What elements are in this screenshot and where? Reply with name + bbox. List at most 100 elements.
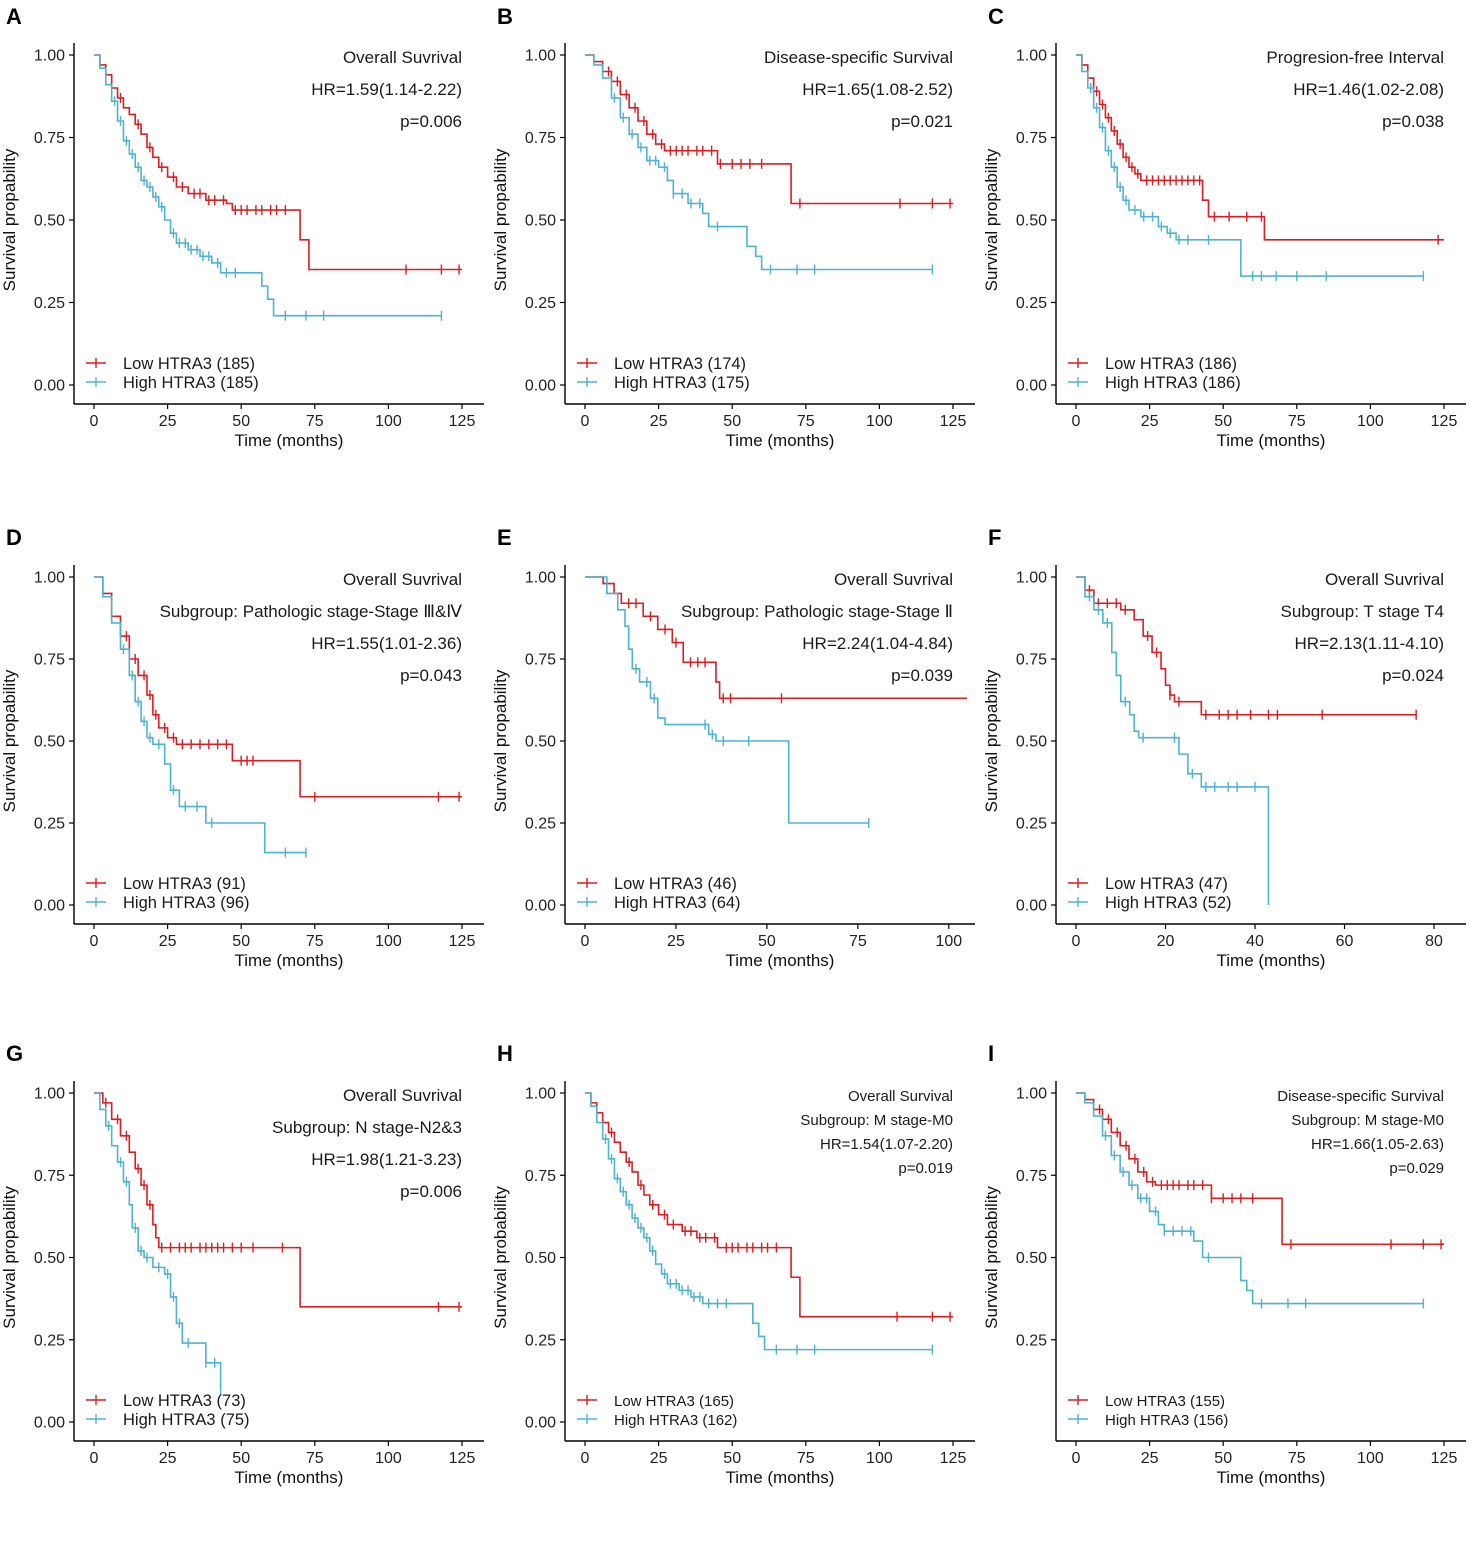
y-tick-label: 0.00 [1016, 898, 1047, 915]
y-axis-title: Survival probability [491, 1186, 510, 1329]
annotation-title: Overall Suvrival [343, 570, 462, 589]
y-tick-label: 0.75 [525, 1168, 556, 1185]
kaplan-meier-figure: A 0.00 0.25 0.50 0.75 1.00 0 25 50 75 100 125 Time (… [0, 0, 1473, 1487]
x-tick-label: 75 [797, 1450, 815, 1467]
annotation-line: p=0.006 [400, 112, 462, 131]
annotation-title: Overall Suvrival [1325, 570, 1444, 589]
x-tick-label: 75 [306, 413, 324, 430]
y-tick-label: 0.25 [1016, 816, 1047, 833]
x-tick-label: 50 [232, 413, 250, 430]
panel-label: I [988, 1041, 994, 1066]
x-axis-title: Time (months) [1217, 1468, 1326, 1487]
annotation-title: Overall Suvrival [343, 1086, 462, 1105]
annotation-line: HR=1.59(1.14-2.22) [311, 80, 462, 99]
annotation-line: p=0.043 [400, 666, 462, 685]
high-htra3-curve [1076, 576, 1270, 905]
legend-label: Low HTRA3 (185) [123, 355, 255, 373]
annotation-line: HR=1.46(1.02-2.08) [1293, 80, 1444, 99]
y-tick-label: 1.00 [34, 1086, 65, 1103]
annotation-title: Overall Survival [848, 1088, 953, 1105]
km-panel-c: C 0.00 0.25 0.50 0.75 1.00 0 25 50 75 100 125 Time (… [982, 0, 1473, 510]
y-tick-label: 0.50 [34, 734, 65, 751]
annotation-line: p=0.006 [400, 1182, 462, 1201]
x-tick-label: 50 [1214, 1450, 1232, 1467]
x-tick-label: 25 [1141, 1450, 1159, 1467]
x-tick-label: 125 [449, 933, 476, 950]
y-axis-title: Survival propability [982, 669, 1001, 812]
legend-label: High HTRA3 (162) [614, 1412, 737, 1429]
x-tick-label: 20 [1157, 933, 1175, 950]
x-tick-label: 25 [159, 933, 177, 950]
annotation-line: Subgroup: T stage T4 [1280, 602, 1444, 621]
x-axis-title: Time (months) [726, 431, 835, 450]
y-tick-label: 0.50 [1016, 1250, 1047, 1267]
x-tick-label: 75 [306, 933, 324, 950]
x-tick-label: 0 [1072, 933, 1081, 950]
annotation-line: p=0.024 [1382, 666, 1444, 685]
y-tick-label: 0.25 [34, 295, 65, 312]
y-tick-label: 0.50 [34, 213, 65, 230]
legend-label: Low HTRA3 (91) [123, 875, 246, 893]
x-tick-label: 0 [581, 1450, 590, 1467]
legend-label: High HTRA3 (96) [123, 894, 250, 912]
y-tick-label: 0.00 [34, 378, 65, 395]
high-htra3-curve [94, 576, 306, 854]
annotation-line: p=0.019 [898, 1160, 953, 1177]
x-tick-label: 0 [90, 933, 99, 950]
km-panel-a: A 0.00 0.25 0.50 0.75 1.00 0 25 50 75 100 125 Time (… [0, 0, 491, 510]
y-tick-label: 0.25 [1016, 1332, 1047, 1349]
legend-label: Low HTRA3 (165) [614, 1393, 734, 1410]
low-htra3-curve [585, 576, 967, 700]
y-tick-label: 0.75 [1016, 652, 1047, 669]
annotation-line: p=0.038 [1382, 112, 1444, 131]
panel-label: B [497, 4, 513, 29]
km-plot-svg: G 0.00 0.25 0.50 0.75 1.00 0 25 50 75 100 125 Time (… [0, 1041, 484, 1487]
x-tick-label: 125 [449, 1450, 476, 1467]
annotation-line: HR=1.66(1.05-2.63) [1311, 1136, 1444, 1153]
annotation-line: Subgroup: N stage-N2&3 [272, 1118, 462, 1137]
y-tick-label: 0.75 [1016, 1168, 1047, 1185]
y-axis-title: Survival propability [491, 669, 510, 812]
x-axis-title: Time (months) [235, 951, 344, 970]
km-panel-e: E 0.00 0.25 0.50 0.75 1.00 0 25 50 75 100 Time (mon… [491, 521, 982, 1031]
annotation-line: p=0.029 [1389, 1160, 1444, 1177]
y-tick-label: 0.25 [525, 816, 556, 833]
km-plot-svg: I 0.25 0.50 0.75 1.00 0 25 50 75 100 125 Time (mont… [982, 1041, 1466, 1487]
high-htra3-curve [1076, 1092, 1424, 1305]
x-tick-label: 50 [758, 933, 776, 950]
y-tick-label: 0.00 [34, 898, 65, 915]
km-panel-f: F 0.00 0.25 0.50 0.75 1.00 0 20 40 60 80 Time (mont… [982, 521, 1473, 1031]
panel-label: H [497, 1041, 513, 1066]
high-htra3-curve [94, 54, 442, 317]
x-tick-label: 80 [1425, 933, 1443, 950]
y-tick-label: 1.00 [525, 570, 556, 587]
x-axis-title: Time (months) [726, 1468, 835, 1487]
y-tick-label: 1.00 [34, 570, 65, 587]
annotation-line: HR=2.13(1.11-4.10) [1295, 634, 1444, 653]
km-plot-svg: E 0.00 0.25 0.50 0.75 1.00 0 25 50 75 100 Time (mon… [491, 525, 975, 970]
legend-label: Low HTRA3 (73) [123, 1392, 246, 1410]
y-tick-label: 0.50 [34, 1250, 65, 1267]
panel-label: C [988, 4, 1004, 29]
y-tick-label: 0.75 [34, 130, 65, 147]
annotation-line: HR=2.24(1.04-4.84) [802, 634, 953, 653]
legend-label: Low HTRA3 (47) [1105, 875, 1228, 893]
annotation-line: Subgroup: M stage-M0 [800, 1112, 953, 1129]
x-tick-label: 75 [1288, 1450, 1306, 1467]
high-htra3-curve [585, 576, 869, 824]
x-tick-label: 25 [159, 413, 177, 430]
x-tick-label: 100 [1357, 1450, 1384, 1467]
legend-label: High HTRA3 (156) [1105, 1412, 1228, 1429]
high-htra3-curve [585, 54, 933, 271]
x-tick-label: 125 [1431, 413, 1458, 430]
legend-label: Low HTRA3 (46) [614, 875, 737, 893]
x-tick-label: 0 [90, 413, 99, 430]
y-tick-label: 1.00 [525, 1086, 556, 1103]
x-tick-label: 0 [581, 413, 590, 430]
y-tick-label: 0.50 [525, 213, 556, 230]
y-tick-label: 0.00 [34, 1415, 65, 1432]
x-tick-label: 100 [935, 933, 962, 950]
x-tick-label: 0 [581, 933, 590, 950]
x-tick-label: 100 [375, 1450, 402, 1467]
y-tick-label: 0.00 [525, 898, 556, 915]
